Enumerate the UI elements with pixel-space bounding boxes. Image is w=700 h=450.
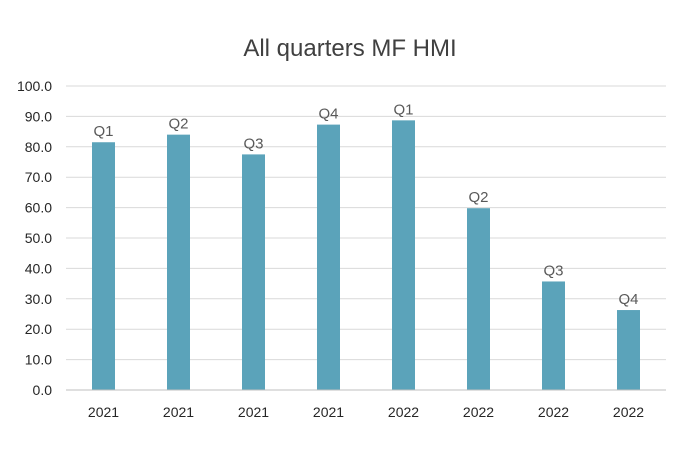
chart-title: All quarters MF HMI	[243, 35, 456, 62]
x-tick-label: 2021	[238, 404, 269, 420]
bar	[392, 120, 415, 391]
y-tick-label: 50.0	[25, 230, 52, 246]
y-tick-label: 60.0	[25, 200, 52, 216]
x-tick-label: 2021	[313, 404, 344, 420]
x-tick-label: 2021	[163, 404, 194, 420]
bar	[317, 124, 340, 390]
y-tick-label: 70.0	[25, 169, 52, 185]
bar	[92, 142, 115, 390]
data-label: Q3	[543, 262, 563, 279]
y-tick-label: 100.0	[17, 78, 52, 94]
bar	[467, 208, 490, 390]
x-axis-ticks: 2021 2021 2021 2021 2022 2022 2022 2022	[88, 404, 644, 420]
y-tick-label: 40.0	[25, 260, 52, 276]
data-label: Q2	[168, 116, 188, 133]
bars	[92, 120, 640, 391]
y-axis-ticks: 0.0 10.0 20.0 30.0 40.0 50.0 60.0 70.0 80.0 90.0 1…	[17, 78, 52, 398]
bar	[617, 310, 640, 390]
y-tick-label: 90.0	[25, 108, 52, 124]
grid-lines	[66, 85, 666, 361]
data-label: Q2	[468, 189, 488, 206]
bar	[542, 281, 565, 390]
bar	[242, 154, 265, 390]
data-label: Q1	[93, 123, 113, 140]
data-label: Q4	[618, 291, 638, 308]
x-tick-label: 2022	[613, 404, 644, 420]
bar	[167, 134, 190, 390]
x-tick-label: 2022	[388, 404, 419, 420]
data-label: Q4	[318, 106, 338, 123]
y-tick-label: 80.0	[25, 139, 52, 155]
x-tick-label: 2021	[88, 404, 119, 420]
x-tick-label: 2022	[463, 404, 494, 420]
x-tick-label: 2022	[538, 404, 569, 420]
y-tick-label: 10.0	[25, 352, 52, 368]
y-tick-label: 0.0	[33, 382, 53, 398]
data-labels: Q1 Q2 Q3 Q4 Q1 Q2 Q3 Q4	[93, 101, 638, 308]
data-label: Q3	[243, 135, 263, 152]
y-tick-label: 20.0	[25, 321, 52, 337]
y-tick-label: 30.0	[25, 291, 52, 307]
data-label: Q1	[393, 101, 413, 118]
